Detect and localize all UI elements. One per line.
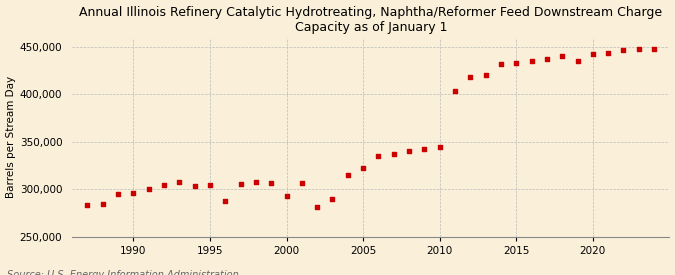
Y-axis label: Barrels per Stream Day: Barrels per Stream Day	[5, 76, 16, 198]
Point	[113, 192, 124, 196]
Point	[495, 62, 506, 66]
Point	[296, 180, 307, 185]
Point	[450, 88, 460, 93]
Title: Annual Illinois Refinery Catalytic Hydrotreating, Naphtha/Reformer Feed Downstre: Annual Illinois Refinery Catalytic Hydro…	[79, 6, 662, 34]
Point	[618, 48, 629, 52]
Point	[128, 191, 139, 195]
Point	[511, 61, 522, 65]
Point	[266, 180, 277, 185]
Point	[633, 47, 644, 51]
Point	[159, 182, 169, 187]
Point	[480, 73, 491, 78]
Point	[404, 149, 414, 153]
Point	[250, 180, 261, 184]
Text: Source: U.S. Energy Information Administration: Source: U.S. Energy Information Administ…	[7, 271, 238, 275]
Point	[358, 166, 369, 170]
Point	[327, 197, 338, 201]
Point	[603, 51, 614, 55]
Point	[189, 184, 200, 189]
Point	[388, 152, 399, 156]
Point	[465, 75, 476, 79]
Point	[235, 181, 246, 186]
Point	[541, 57, 552, 62]
Point	[572, 59, 583, 64]
Point	[281, 194, 292, 198]
Point	[526, 59, 537, 64]
Point	[174, 180, 185, 184]
Point	[205, 183, 215, 188]
Point	[649, 47, 659, 51]
Point	[82, 203, 92, 208]
Point	[373, 154, 384, 158]
Point	[220, 199, 231, 203]
Point	[143, 187, 154, 191]
Point	[97, 202, 108, 207]
Point	[557, 54, 568, 59]
Point	[587, 51, 598, 56]
Point	[312, 205, 323, 210]
Point	[434, 144, 445, 149]
Point	[419, 147, 430, 152]
Point	[342, 173, 353, 177]
